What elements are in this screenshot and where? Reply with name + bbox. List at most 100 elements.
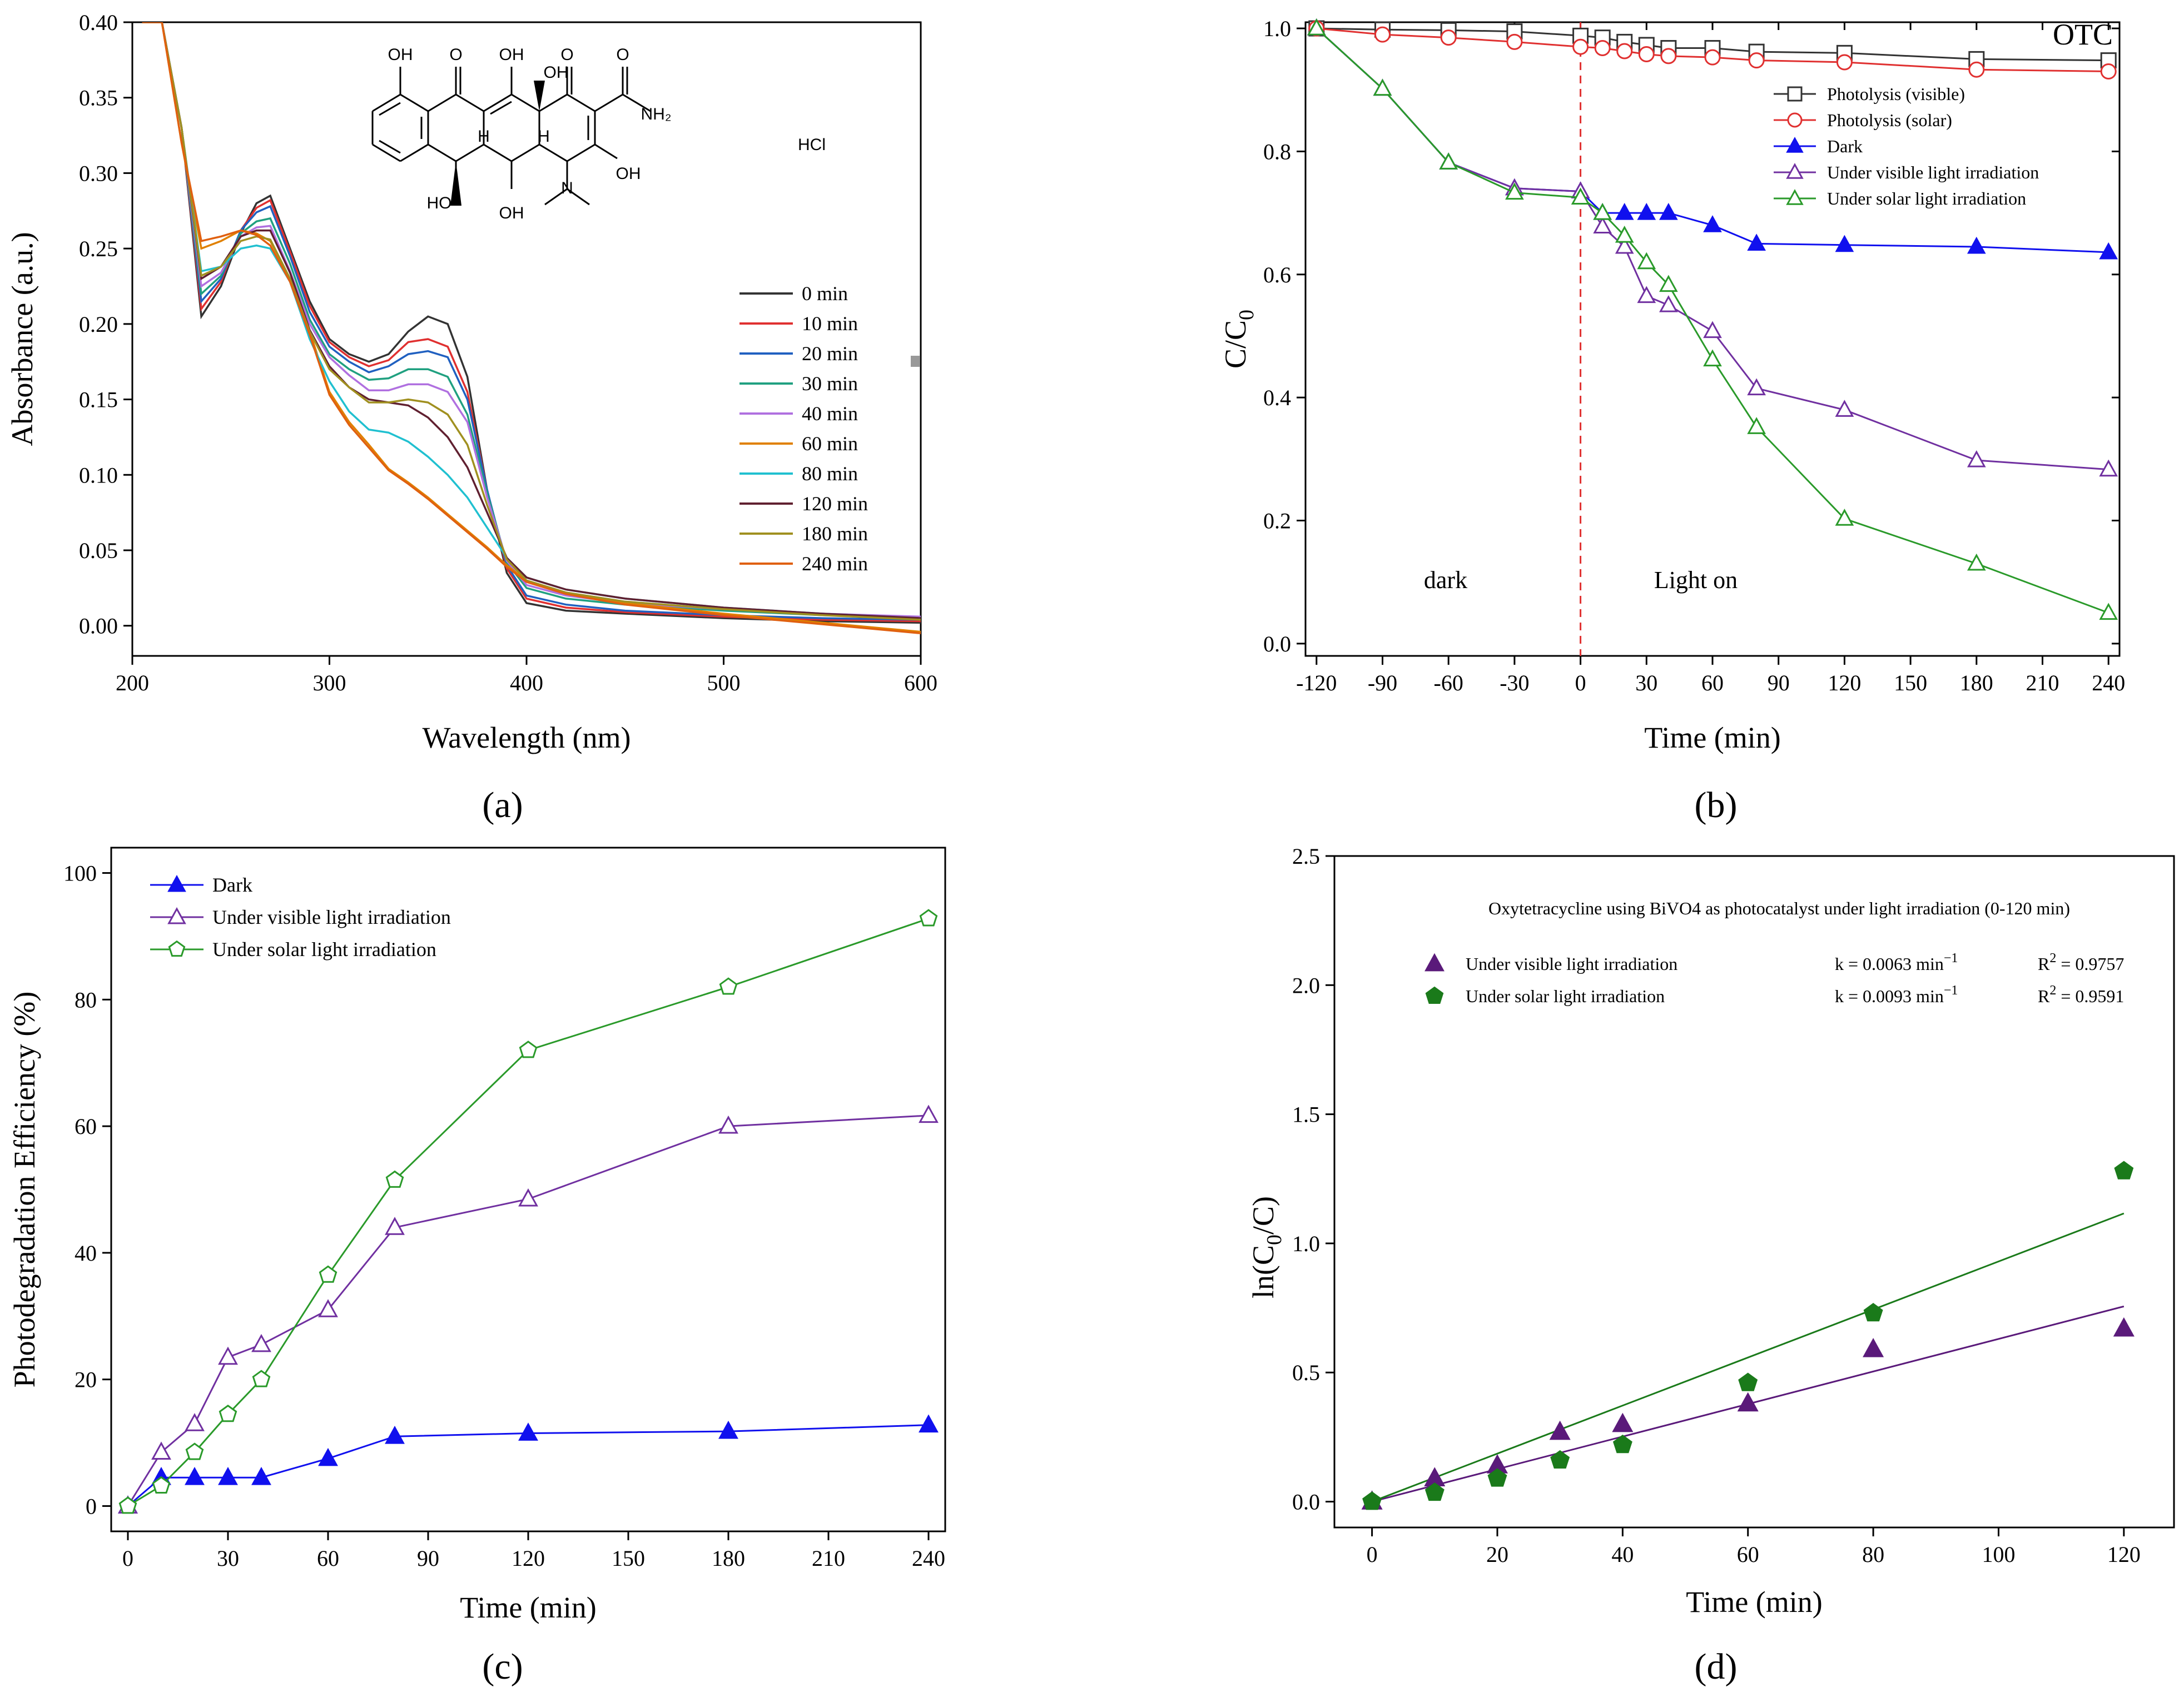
y-tick-label: 2.0 <box>1292 973 1320 998</box>
r-squared-label: R2 = 0.9591 <box>2038 983 2124 1006</box>
data-point <box>1738 1372 1758 1391</box>
x-tick-label: 210 <box>812 1546 845 1571</box>
data-point <box>519 1041 538 1058</box>
data-point <box>152 1476 171 1494</box>
panel-c: 0 30 60 90 120 150 180 210 240 0 20 40 60 80 100 Dark Un… <box>8 847 946 1687</box>
data-point <box>1637 203 1656 220</box>
series-line <box>127 1114 929 1507</box>
legend-marker <box>1786 163 1804 179</box>
chem-atom-label: O <box>616 46 629 64</box>
y-tick-label: 0.0 <box>1292 1490 1320 1515</box>
series-line <box>1316 27 2109 471</box>
legend-label: Dark <box>212 874 252 896</box>
data-point <box>1863 1303 1883 1322</box>
data-point <box>1659 275 1678 292</box>
y-tick-label: 0.00 <box>79 614 118 639</box>
data-point <box>1612 1434 1632 1454</box>
legend-label: 180 min <box>802 522 868 545</box>
x-tick-label: 90 <box>1768 670 1790 695</box>
data-point <box>1967 553 1986 571</box>
data-point <box>1748 52 1765 69</box>
x-tick-label: 400 <box>510 670 543 695</box>
data-point <box>1505 182 1524 200</box>
chem-bond <box>511 143 540 162</box>
y-tick-label: 1.0 <box>1263 16 1291 41</box>
chem-atom-label: O <box>449 46 462 64</box>
x-tick-label: 0 <box>1575 670 1586 695</box>
legend-label: Under visible light irradiation <box>212 906 451 928</box>
legend-marker <box>1787 86 1803 102</box>
legend-label: 20 min <box>802 342 858 365</box>
legend-marker <box>1787 112 1803 128</box>
data-point <box>2100 63 2117 80</box>
data-point <box>319 1265 337 1283</box>
chem-bond <box>622 93 651 112</box>
x-tick-label: 60 <box>1737 1542 1759 1567</box>
x-tick-label: -90 <box>1368 670 1397 695</box>
chem-atom-label: H <box>478 127 490 146</box>
y-tick-label: 20 <box>75 1367 97 1392</box>
rate-constant-text: k = 0.0093 min <box>1835 986 1944 1006</box>
data-point <box>518 1422 538 1441</box>
chem-atom-label: OH <box>499 46 524 64</box>
panel-b-label: (b) <box>1695 785 1738 825</box>
x-tick-label: 100 <box>1982 1542 2015 1567</box>
panel-d-plot-area: 0 20 40 60 80 100 1200.00.51.01.52.02.5Oxytetr… <box>1247 844 2175 1619</box>
legend-label: 10 min <box>802 312 858 335</box>
data-point <box>718 1115 738 1134</box>
light-on-annotation: Light on <box>1654 566 1738 594</box>
y-tick-label: 0.0 <box>1263 631 1291 656</box>
legend-label: 0 min <box>802 282 848 305</box>
data-point <box>219 1405 237 1422</box>
chem-atom-label: NH₂ <box>641 105 672 123</box>
y-axis-title-end: /C) <box>1247 1196 1280 1235</box>
chem-bond <box>567 143 595 162</box>
data-point <box>1747 233 1766 251</box>
chem-bond <box>490 101 512 115</box>
data-point <box>385 1425 405 1444</box>
series-line <box>127 1424 929 1507</box>
chem-bond <box>400 93 429 112</box>
data-point <box>251 1466 271 1485</box>
data-point <box>185 1442 204 1460</box>
legend-marker <box>168 940 186 957</box>
data-point <box>718 1420 738 1439</box>
rate-constant-label: k = 0.0093 min−1 <box>1835 983 1958 1006</box>
x-tick-label: 150 <box>1894 670 1927 695</box>
y-tick-label: 0.35 <box>79 86 118 111</box>
data-point <box>518 1188 538 1207</box>
chem-bond <box>539 93 568 112</box>
r-squared-value: = 0.9757 <box>2056 954 2124 974</box>
chem-atom-label: N <box>561 179 573 197</box>
x-tick-label: 150 <box>612 1546 645 1571</box>
panel-c-label: (c) <box>482 1646 523 1687</box>
r-squared-exponent: 2 <box>2049 951 2056 966</box>
dark-annotation: dark <box>1424 566 1467 594</box>
y-axis-title-subscript: 0 <box>1235 310 1258 320</box>
x-tick-label: 180 <box>1960 670 1993 695</box>
legend-label: 240 min <box>802 553 868 575</box>
data-point <box>218 1466 238 1485</box>
series-line <box>1316 27 2109 72</box>
y-tick-label: 40 <box>75 1241 97 1266</box>
data-point <box>1835 400 1854 417</box>
y-tick-label: 0.15 <box>79 387 118 412</box>
data-point <box>919 1104 939 1123</box>
plot-frame <box>1304 21 2121 657</box>
data-point <box>1506 33 1523 50</box>
chart-title: Oxytetracycline using BiVO4 as photocata… <box>1488 898 2070 918</box>
data-point <box>1612 1412 1634 1432</box>
y-tick-label: 0.30 <box>79 161 118 186</box>
y-tick-label: 0.10 <box>79 462 118 487</box>
chem-atom-label: H <box>538 127 550 146</box>
data-point <box>1424 1482 1445 1501</box>
data-point <box>218 1346 238 1365</box>
x-tick-label: 200 <box>116 670 149 695</box>
x-tick-label: 90 <box>417 1546 439 1571</box>
data-point <box>1487 1468 1507 1487</box>
spectrum-line <box>142 22 921 635</box>
panel-a-label: (a) <box>482 785 523 825</box>
data-point <box>2099 459 2118 477</box>
panel-b: -120 -90 -60 -30 0 30 60 90 120 150 180 210 240 0.0 0.… <box>1219 16 2125 825</box>
